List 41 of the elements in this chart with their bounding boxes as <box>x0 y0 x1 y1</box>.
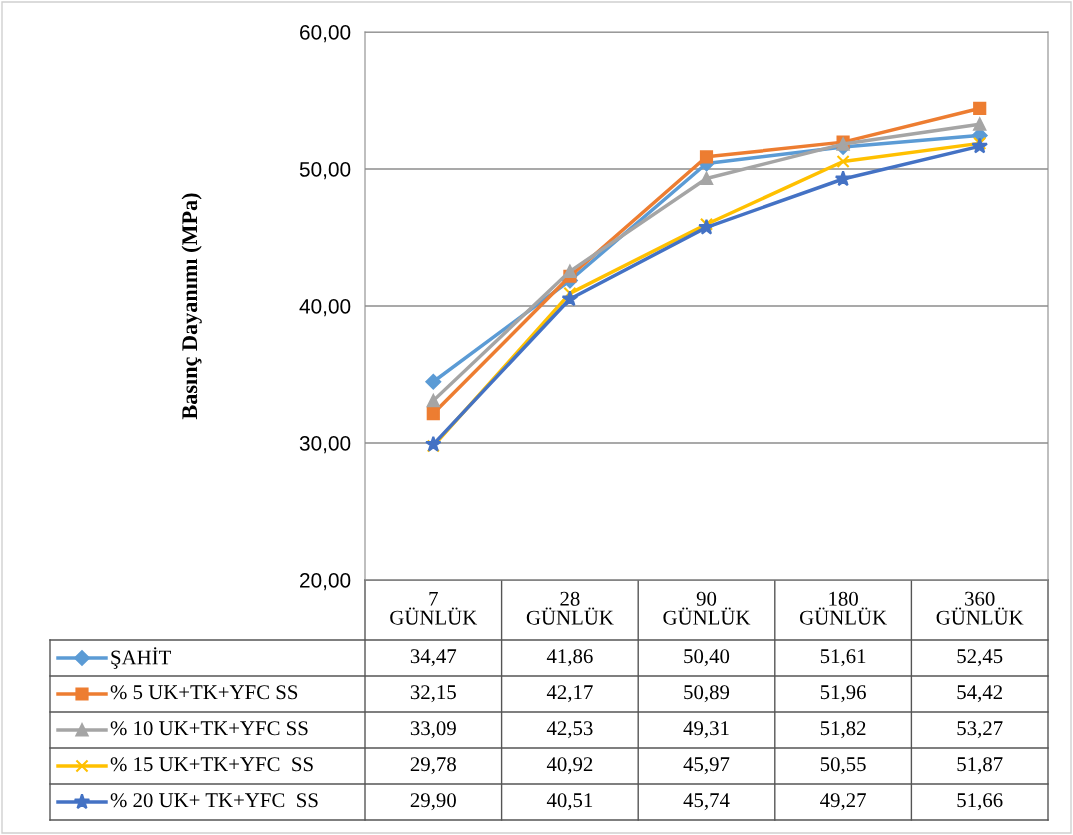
data-label: 29,90 <box>410 793 456 811</box>
y-axis-title: Basınç Dayanımı (MPa) <box>181 193 202 420</box>
data-label: 29,78 <box>410 757 456 775</box>
data-label: 40,51 <box>546 793 593 811</box>
data-label: 50,55 <box>820 757 866 775</box>
x-tick-label: 7 GÜNLÜK <box>390 591 478 625</box>
x-tick-label: 28 GÜNLÜK <box>526 591 614 625</box>
y-tick-label: 30,00 <box>299 436 351 454</box>
data-label: 51,82 <box>820 721 866 739</box>
data-label: 50,40 <box>684 649 730 667</box>
legend-label: % 5 UK+TK+YFC SS <box>110 685 298 700</box>
data-label: 51,61 <box>820 649 866 667</box>
data-label: 40,92 <box>546 757 593 775</box>
data-label: 49,27 <box>820 793 866 811</box>
data-label: 33,09 <box>410 721 456 739</box>
x-tick-label: 180 GÜNLÜK <box>799 591 887 625</box>
legend-label: % 15 UK+TK+YFC SS <box>110 757 313 772</box>
data-label: 42,17 <box>546 685 593 703</box>
data-label: 53,27 <box>957 721 1003 739</box>
data-label: 49,31 <box>683 721 729 739</box>
legend-label: ŞAHİT <box>111 647 171 669</box>
data-label: 45,74 <box>683 793 730 811</box>
x-tick-label: 360 GÜNLÜK <box>936 591 1024 625</box>
data-label: 34,47 <box>410 649 457 667</box>
data-label: 54,42 <box>957 685 1002 703</box>
data-label: 45,97 <box>683 757 730 775</box>
y-tick-label: 40,00 <box>299 299 351 317</box>
legend-label: % 20 UK+ TK+YFC SS <box>110 793 318 808</box>
data-label: 52,45 <box>957 649 1003 667</box>
y-tick-label: 20,00 <box>300 573 351 591</box>
data-label: 41,86 <box>546 649 593 667</box>
data-label: 42,53 <box>546 721 593 739</box>
data-label: 32,15 <box>410 685 456 703</box>
y-tick-label: 60,00 <box>300 25 351 43</box>
x-tick-label: 90 GÜNLÜK <box>663 591 751 625</box>
y-tick-label: 50,00 <box>299 162 351 180</box>
data-label: 51,87 <box>957 757 1003 775</box>
data-label: 51,66 <box>957 793 1003 811</box>
data-label: 50,89 <box>684 685 730 703</box>
legend-label: % 10 UK+TK+YFC SS <box>110 721 308 736</box>
data-label: 51,96 <box>820 685 866 703</box>
